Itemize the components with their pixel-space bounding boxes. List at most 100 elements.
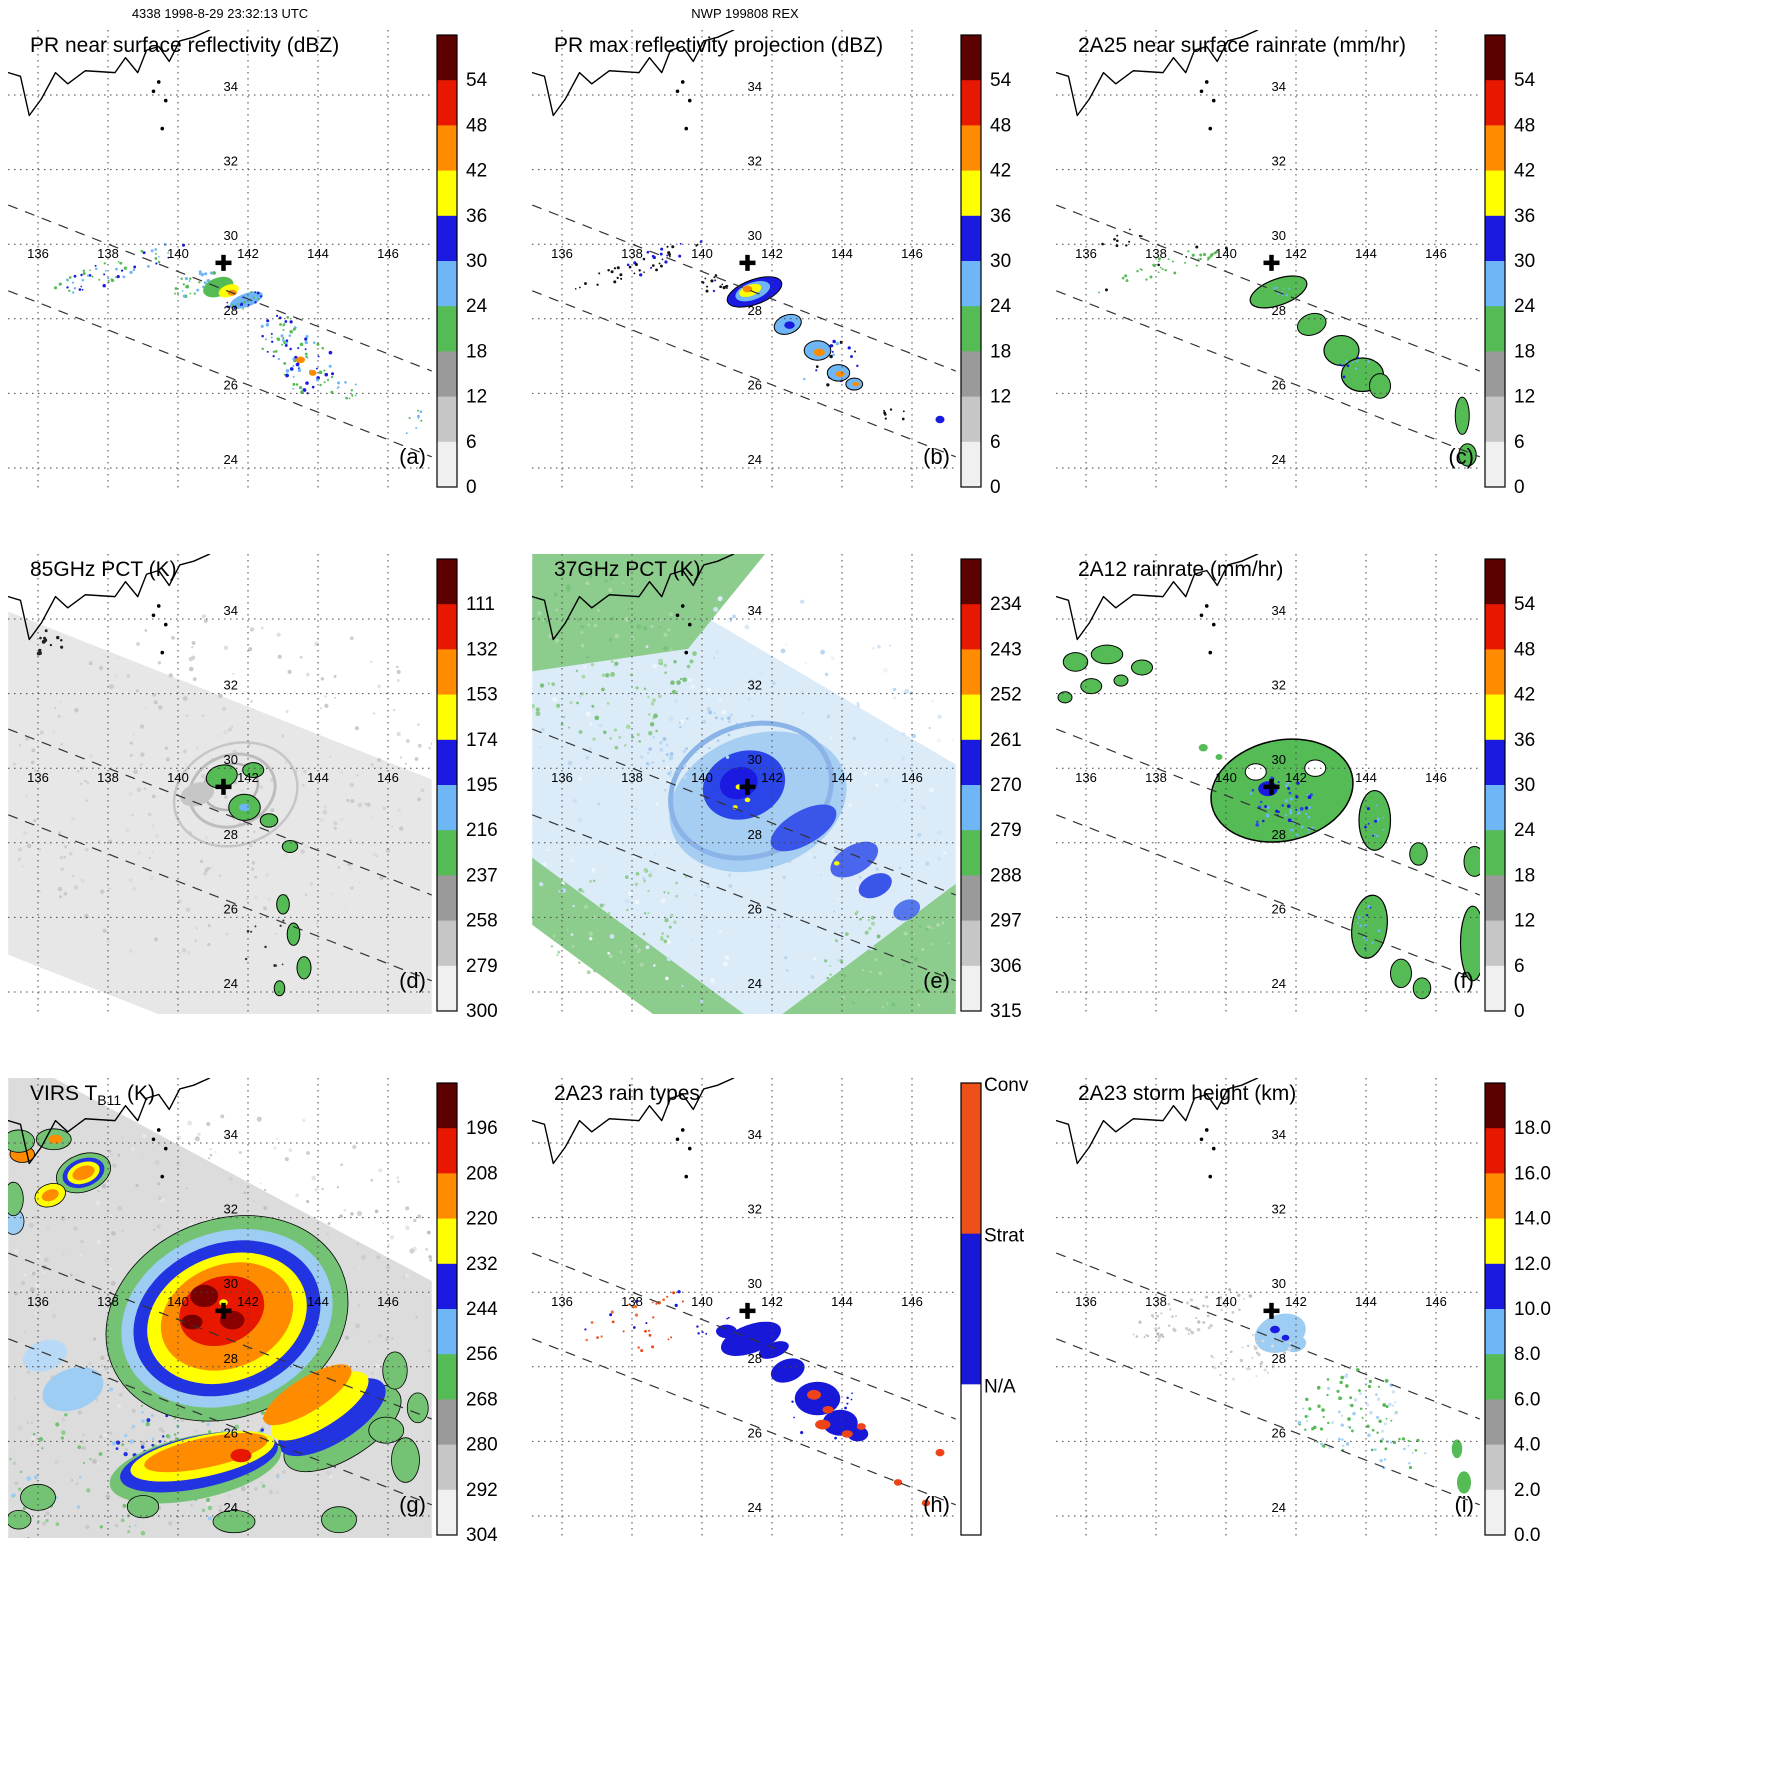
svg-text:146: 146 [901, 770, 923, 785]
map [8, 554, 432, 1014]
colorbar-label: 306 [990, 956, 1022, 977]
svg-text:138: 138 [621, 246, 643, 261]
panel-i: 136 138 140 142 144 146 34 32 30 28 26 24 2A23 storm… [1056, 1078, 1551, 1546]
colorbar-label: 208 [466, 1163, 498, 1184]
island-dot [675, 1137, 680, 1142]
coastline [8, 1078, 211, 1165]
svg-text:26: 26 [1272, 901, 1286, 916]
svg-text:32: 32 [1272, 1202, 1286, 1217]
map [1056, 1078, 1480, 1538]
map-tick-labels: 136 138 140 142 144 146 34 32 30 28 26 24 [1075, 79, 1447, 467]
colorbar-label: 18.0 [1514, 1118, 1551, 1139]
svg-text:138: 138 [97, 770, 119, 785]
map-tick-labels: 136 138 140 142 144 146 34 32 30 28 26 24 [27, 603, 399, 991]
colorbar-label: 196 [466, 1118, 498, 1139]
svg-text:34: 34 [224, 1127, 238, 1142]
panel-title: VIRS TB11 (K) [30, 1082, 155, 1108]
svg-text:32: 32 [748, 154, 762, 169]
panel-g: 136 138 140 142 144 146 34 32 30 28 26 24 VIRS TB11 … [8, 1078, 498, 1546]
colorbar-label: 48 [1514, 639, 1535, 660]
svg-text:144: 144 [831, 246, 853, 261]
island-dot [1211, 98, 1216, 103]
swath-edge-line [1056, 814, 1480, 982]
coastline [1056, 30, 1259, 117]
colorbar-label: 48 [1514, 115, 1535, 136]
swath-edge-line [1056, 1252, 1480, 1420]
swath-edge-line [532, 1338, 956, 1506]
svg-text:34: 34 [748, 603, 762, 618]
colorbar-label: 30 [466, 251, 487, 272]
colorbar-label: 315 [990, 1001, 1022, 1022]
island-dot [680, 1128, 685, 1132]
colorbar: 54 48 42 36 30 24 18 12 6 0 [960, 34, 1012, 498]
panel-title: 85GHz PCT (K) [30, 558, 177, 581]
panel-letter: (f) [1453, 968, 1474, 993]
svg-text:28: 28 [748, 827, 762, 842]
swath-edge-line [532, 204, 956, 372]
svg-text:30: 30 [748, 1276, 762, 1291]
colorbar: 234 243 252 261 270 279 288 297 306 315 [960, 558, 1022, 1022]
island-dot [1208, 650, 1213, 655]
svg-text:28: 28 [1272, 303, 1286, 318]
colorbar: 54 48 42 36 30 24 18 12 6 0 [1484, 34, 1536, 498]
svg-text:144: 144 [1355, 246, 1377, 261]
colorbar-label: 244 [466, 1299, 498, 1320]
svg-text:32: 32 [224, 1202, 238, 1217]
swath-edge-line [1056, 1338, 1480, 1506]
svg-text:140: 140 [1215, 246, 1237, 261]
swath-edge-line [8, 1338, 432, 1506]
colorbar-label: 0 [1514, 1001, 1525, 1022]
svg-text:24: 24 [748, 976, 762, 991]
swath-edge-line [532, 728, 956, 896]
panel-title: 2A23 rain types [554, 1082, 700, 1105]
colorbar-label: 6.0 [1514, 1389, 1540, 1410]
colorbar-label: 30 [1514, 251, 1535, 272]
storm-center-marker [215, 778, 232, 795]
svg-text:140: 140 [1215, 1294, 1237, 1309]
panel-d: 136 138 140 142 144 146 34 32 30 28 26 24 85GHz PCT … [8, 554, 498, 1022]
svg-text:34: 34 [224, 603, 238, 618]
storm-center-marker [215, 254, 232, 271]
svg-text:32: 32 [224, 154, 238, 169]
colorbar-label: 304 [466, 1525, 498, 1546]
island-dot [680, 604, 685, 608]
svg-text:138: 138 [621, 1294, 643, 1309]
colorbar: 196 208 220 232 244 256 268 280 292 304 [436, 1082, 498, 1546]
svg-text:144: 144 [307, 1294, 329, 1309]
svg-text:28: 28 [748, 1351, 762, 1366]
svg-text:138: 138 [621, 770, 643, 785]
island-dot [1211, 1146, 1216, 1151]
colorbar-label: 297 [990, 911, 1022, 932]
island-dot [675, 613, 680, 618]
island-dot [687, 98, 692, 103]
island-dot [163, 1146, 168, 1151]
svg-text:28: 28 [224, 827, 238, 842]
island-dot [684, 1174, 689, 1179]
svg-text:136: 136 [27, 1294, 49, 1309]
svg-text:28: 28 [224, 1351, 238, 1366]
island-dot [151, 89, 156, 94]
colorbar-label: 36 [990, 206, 1011, 227]
svg-text:146: 146 [901, 246, 923, 261]
storm-center-marker [739, 254, 756, 271]
map-tick-labels: 136 138 140 142 144 146 34 32 30 28 26 24 [27, 1127, 399, 1515]
colorbar: 18.0 16.0 14.0 12.0 10.0 8.0 6.0 4.0 2.0 0.0 [1484, 1082, 1551, 1546]
svg-text:32: 32 [1272, 154, 1286, 169]
colorbar-label: 237 [466, 865, 498, 886]
svg-text:142: 142 [237, 246, 259, 261]
svg-text:30: 30 [748, 228, 762, 243]
svg-text:24: 24 [224, 976, 238, 991]
svg-text:24: 24 [1272, 976, 1286, 991]
svg-text:32: 32 [1272, 678, 1286, 693]
panel-a: 136 138 140 142 144 146 34 32 30 28 26 24 PR near su… [8, 30, 488, 498]
island-dot [1204, 1128, 1209, 1132]
storm-center-marker [739, 778, 756, 795]
colorbar-label: N/A [984, 1376, 1016, 1397]
svg-text:34: 34 [1272, 603, 1286, 618]
colorbar-label: 36 [1514, 206, 1535, 227]
colorbar-label: 0.0 [1514, 1525, 1540, 1546]
panel-c: 136 138 140 142 144 146 34 32 30 28 26 24 2A25 near … [1056, 30, 1536, 498]
colorbar-label: 30 [990, 251, 1011, 272]
colorbar: Conv Strat N/A [960, 1075, 1029, 1536]
panel-letter: (h) [923, 1492, 950, 1517]
